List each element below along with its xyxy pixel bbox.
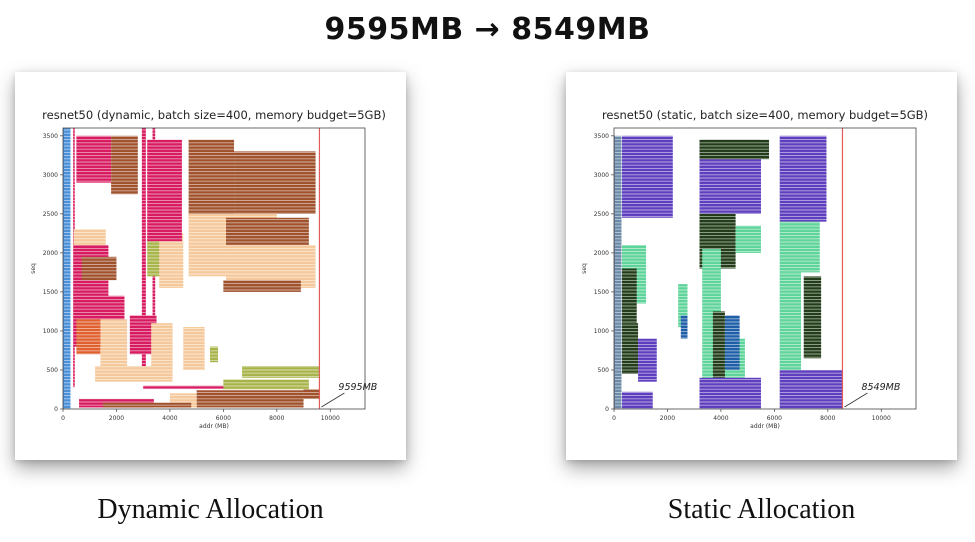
allocation-block [76,319,101,355]
y-tick-label: 1500 [43,289,58,296]
allocation-block [622,391,653,409]
x-axis-label: addr (MB) [750,423,780,430]
allocation-block [188,139,235,218]
stripe-overlay [64,129,364,409]
chart-title: resnet50 (static, batch size=400, memory… [602,108,928,122]
y-tick-label: 1000 [43,328,58,335]
y-tick-label: 3000 [594,172,609,179]
allocation-block [622,135,673,218]
allocation-block [779,221,820,273]
x-tick-label: 6000 [216,415,231,422]
allocation-block [63,128,71,409]
x-tick-label: 0 [612,415,616,422]
allocation-block [622,268,637,324]
x-axis-label: addr (MB) [199,423,229,430]
y-tick-label: 2000 [43,250,58,257]
y-tick-label: 1000 [594,328,609,335]
dynamic-allocation-chart-card: resnet50 (dynamic, batch size=400, memor… [15,72,406,460]
y-tick-label: 1500 [594,289,609,296]
allocation-block [141,128,146,370]
allocation-block [234,151,316,214]
x-tick-label: 4000 [162,415,177,422]
peak-arrow [321,392,345,408]
allocation-block [724,315,740,370]
x-tick-label: 10000 [321,415,340,422]
static-allocation-chart-card: resnet50 (static, batch size=400, memory… [566,72,957,460]
y-axis-label: seq [30,263,37,274]
allocation-block [779,135,827,222]
x-tick-label: 8000 [269,415,284,422]
y-tick-label: 3500 [594,133,609,140]
allocation-block [803,276,822,359]
allocation-block [223,280,301,292]
y-tick-label: 500 [598,367,610,374]
y-tick-label: 3500 [43,133,58,140]
x-tick-label: 2000 [660,415,675,422]
dynamic-allocation-chart: resnet50 (dynamic, batch size=400, memor… [30,108,386,430]
allocation-block [223,379,309,390]
x-tick-label: 0 [61,415,65,422]
allocation-block [81,256,117,281]
plot-frame [62,127,366,410]
allocation-block [242,366,320,378]
y-tick-label: 2500 [43,211,58,218]
allocation-block [614,135,622,410]
static-allocation-chart: resnet50 (static, batch size=400, memory… [581,108,928,430]
static-allocation-caption: Static Allocation [667,494,856,525]
y-tick-label: 3000 [43,172,58,179]
peak-arrow [844,392,868,408]
allocation-block [159,233,184,289]
allocation-block [303,389,320,399]
y-tick-label: 0 [54,406,58,413]
y-tick-label: 2500 [594,211,609,218]
stripe-overlay [615,129,915,409]
dynamic-allocation-caption: Dynamic Allocation [97,494,324,525]
allocation-block [680,315,688,339]
plot-frame [613,127,917,410]
y-tick-label: 0 [605,406,609,413]
x-tick-label: 4000 [713,415,728,422]
y-axis-label: seq [581,263,588,274]
y-tick-label: 500 [47,367,59,374]
allocation-block [622,323,639,374]
x-tick-label: 6000 [767,415,782,422]
allocation-block [143,385,296,389]
x-tick-label: 2000 [109,415,124,422]
headline: 9595MB → 8549MB [324,12,651,47]
peak-label: 9595MB [338,382,377,393]
chart-title: resnet50 (dynamic, batch size=400, memor… [42,108,386,122]
x-tick-label: 8000 [820,415,835,422]
x-tick-label: 10000 [872,415,891,422]
y-tick-label: 2000 [594,250,609,257]
peak-label: 8549MB [861,382,900,393]
